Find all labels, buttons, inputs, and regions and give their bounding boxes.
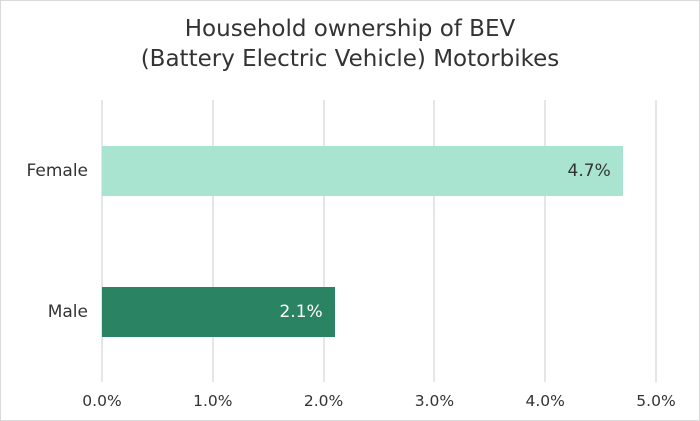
- x-tick-label-3: 3.0%: [414, 392, 455, 410]
- plot-area: 4.7% 2.1%: [101, 100, 657, 382]
- gridline-3: [433, 100, 436, 382]
- bar-value-label-female: 4.7%: [567, 161, 611, 181]
- bar-male: 2.1%: [102, 287, 335, 337]
- chart-title: Household ownership of BEV (Battery Elec…: [0, 14, 700, 74]
- category-label-female: Female: [26, 161, 88, 181]
- x-tick-label-4: 4.0%: [525, 392, 565, 410]
- x-tick-label-5: 5.0%: [636, 392, 676, 410]
- bar-female: 4.7%: [102, 146, 623, 196]
- gridline-0: [101, 100, 103, 382]
- x-tick-label-0: 0.0%: [82, 392, 122, 410]
- chart-title-line-1: Household ownership of BEV: [184, 16, 516, 42]
- bar-value-label-male: 2.1%: [279, 302, 323, 322]
- x-tick-label-2: 2.0%: [303, 392, 344, 410]
- gridline-5: [655, 100, 657, 382]
- gridline-4: [544, 100, 547, 382]
- chart-title-line-2: (Battery Electric Vehicle) Motorbikes: [140, 46, 560, 72]
- gridline-2: [322, 100, 325, 382]
- x-tick-label-1: 1.0%: [193, 392, 233, 410]
- category-label-male: Male: [47, 302, 88, 322]
- gridline-1: [211, 100, 214, 382]
